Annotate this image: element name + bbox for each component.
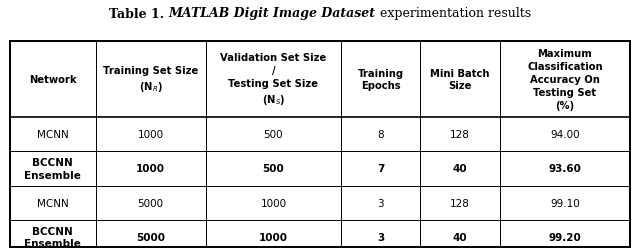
Text: 3: 3 [377, 232, 385, 242]
Text: 40: 40 [453, 232, 467, 242]
Text: 1000: 1000 [138, 130, 164, 140]
Text: 7: 7 [377, 164, 385, 174]
Text: MCNN: MCNN [37, 198, 68, 208]
Text: 128: 128 [450, 130, 470, 140]
Text: 3: 3 [378, 198, 384, 208]
Text: 1000: 1000 [259, 232, 288, 242]
Text: 1000: 1000 [136, 164, 165, 174]
Text: 5000: 5000 [136, 232, 165, 242]
Text: 99.10: 99.10 [550, 198, 580, 208]
Text: BCCNN
Ensemble: BCCNN Ensemble [24, 226, 81, 248]
Text: Validation Set Size
/
Testing Set Size
(N$_S$): Validation Set Size / Testing Set Size (… [220, 53, 326, 106]
Text: Table 1.: Table 1. [109, 8, 169, 20]
Text: 93.60: 93.60 [548, 164, 581, 174]
Text: 1000: 1000 [260, 198, 287, 208]
Text: Maximum
Classification
Accuracy On
Testing Set
(%): Maximum Classification Accuracy On Testi… [527, 49, 603, 110]
Text: 8: 8 [378, 130, 384, 140]
Text: Training
Epochs: Training Epochs [358, 68, 404, 91]
Text: Mini Batch
Size: Mini Batch Size [430, 68, 490, 91]
Text: 128: 128 [450, 198, 470, 208]
Text: Training Set Size
(N$_R$): Training Set Size (N$_R$) [103, 66, 198, 93]
Text: experimentation results: experimentation results [376, 8, 531, 20]
Text: Network: Network [29, 75, 77, 85]
Text: MCNN: MCNN [37, 130, 68, 140]
Text: MATLAB Digit Image Dataset: MATLAB Digit Image Dataset [169, 8, 376, 20]
Text: 5000: 5000 [138, 198, 164, 208]
Text: 500: 500 [262, 164, 284, 174]
Text: 99.20: 99.20 [548, 232, 581, 242]
Text: 94.00: 94.00 [550, 130, 580, 140]
Text: 40: 40 [453, 164, 467, 174]
Text: BCCNN
Ensemble: BCCNN Ensemble [24, 158, 81, 180]
Text: 500: 500 [264, 130, 284, 140]
Bar [10, 42, 630, 247]
